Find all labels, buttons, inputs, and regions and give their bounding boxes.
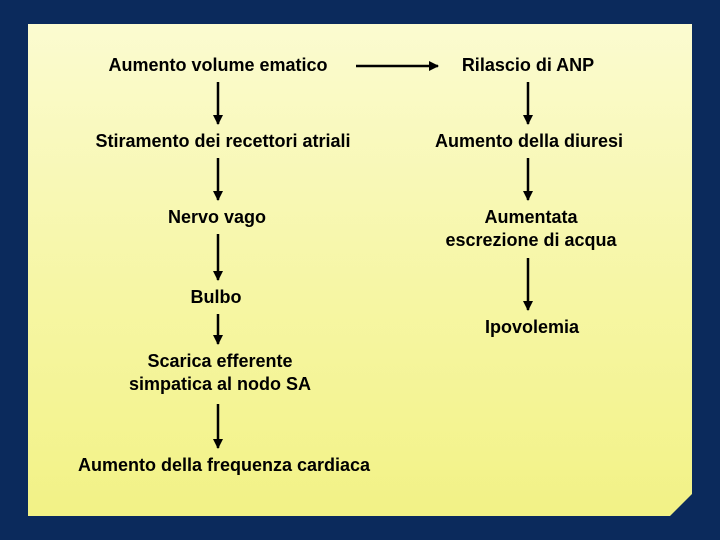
- flow-node-n8: Aumento della diuresi: [424, 130, 634, 153]
- flow-node-n9: Aumentataescrezione di acqua: [436, 206, 626, 251]
- flow-node-n4: Bulbo: [186, 286, 246, 309]
- flow-node-n2: Stiramento dei recettori atriali: [78, 130, 368, 153]
- arrows-layer: [28, 24, 692, 516]
- page-curl-corner: [670, 494, 692, 516]
- diagram-panel: Aumento volume ematico Stiramento dei rec…: [28, 24, 692, 516]
- flow-node-n7: Rilascio di ANP: [448, 54, 608, 77]
- flow-node-n5: Scarica efferentesimpatica al nodo SA: [120, 350, 320, 395]
- flow-node-n3: Nervo vago: [162, 206, 272, 229]
- flow-node-n6: Aumento della frequenza cardiaca: [64, 454, 384, 477]
- flow-node-n1: Aumento volume ematico: [88, 54, 348, 77]
- flow-node-n10: Ipovolemia: [472, 316, 592, 339]
